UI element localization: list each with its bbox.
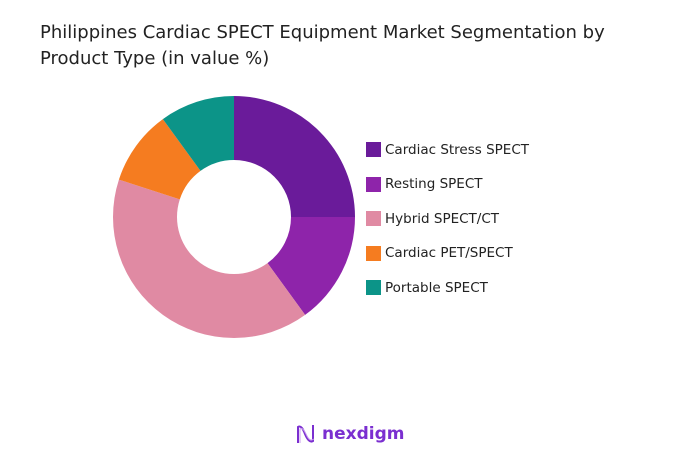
- legend-item: Cardiac PET/SPECT: [366, 242, 529, 265]
- legend-label: Resting SPECT: [385, 176, 483, 192]
- chart-title: Philippines Cardiac SPECT Equipment Mark…: [40, 22, 605, 69]
- legend-label: Cardiac PET/SPECT: [385, 245, 513, 261]
- nexdigm-logo-text: nexdigm: [322, 424, 405, 444]
- nexdigm-logo-icon: [297, 425, 315, 443]
- legend: Cardiac Stress SPECT Resting SPECT Hybrid …: [366, 138, 529, 311]
- legend-swatch: [366, 245, 381, 261]
- legend-item: Hybrid SPECT/CT: [366, 207, 529, 230]
- legend-label: Hybrid SPECT/CT: [385, 210, 500, 227]
- nexdigm-logo: nexdigm: [296, 423, 404, 445]
- legend-swatch: [366, 211, 381, 226]
- legend-swatch: [366, 176, 381, 192]
- legend-swatch: [366, 142, 381, 157]
- legend-swatch: [366, 280, 381, 295]
- slice-cardiac-pet-spect: [118, 119, 201, 200]
- legend-label: Portable SPECT: [385, 279, 488, 296]
- slice-cardiac-stress-spect: [234, 96, 355, 217]
- legend-item: Cardiac Stress SPECT: [366, 138, 529, 161]
- slice-hybrid-spect-ct: [113, 179, 306, 338]
- legend-item: Portable SPECT: [366, 276, 529, 299]
- slice-resting-spect: [267, 217, 355, 315]
- legend-item: Resting SPECT: [366, 173, 529, 196]
- legend-label: Cardiac Stress SPECT: [385, 141, 530, 158]
- slice-portable-spect: [162, 96, 234, 171]
